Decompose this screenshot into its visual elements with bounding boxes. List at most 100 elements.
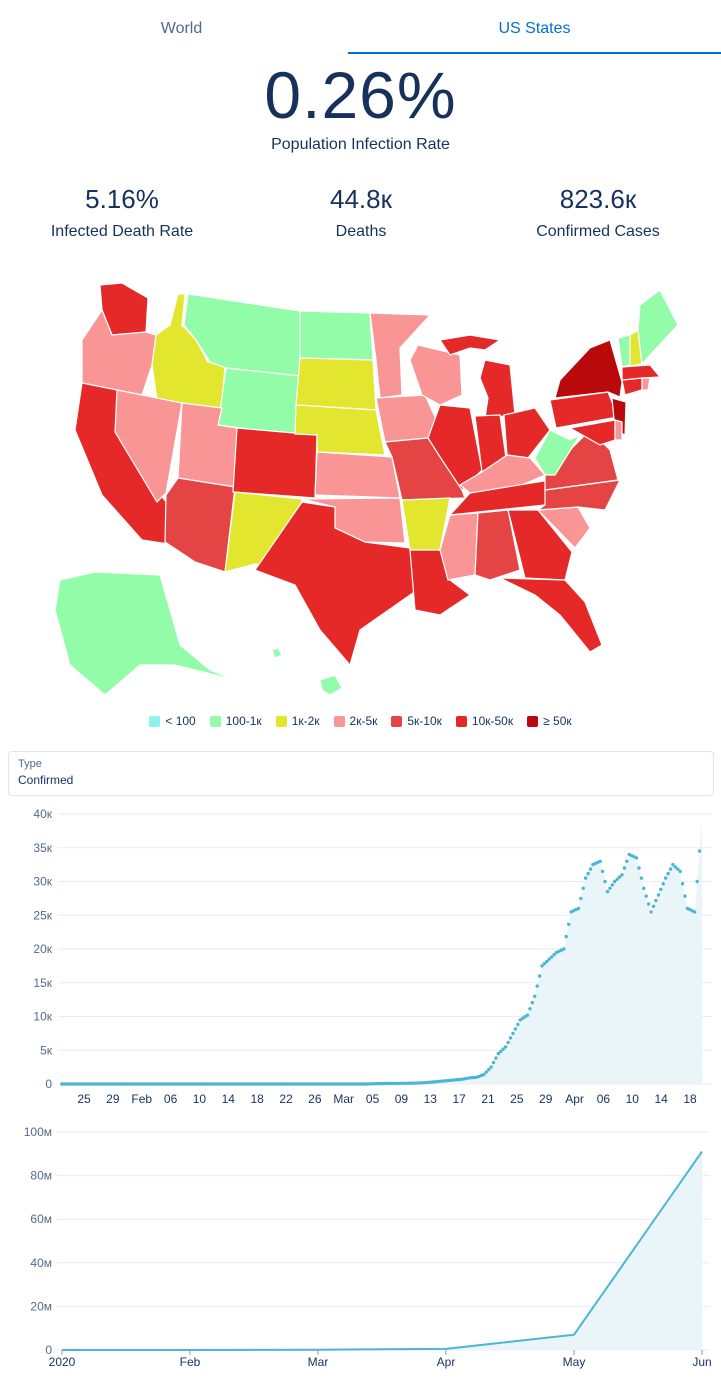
data-point <box>137 1082 142 1086</box>
state-ak[interactable] <box>54 571 236 696</box>
state-az[interactable] <box>164 477 236 573</box>
state-nv[interactable] <box>114 389 183 503</box>
state-me[interactable] <box>637 289 679 366</box>
state-co[interactable] <box>232 427 318 499</box>
legend-item[interactable]: ≥ 50к <box>527 714 572 728</box>
state-nc[interactable] <box>535 479 622 511</box>
data-point <box>375 1081 379 1086</box>
us-states-map[interactable] <box>30 280 690 705</box>
data-point <box>130 1082 134 1086</box>
type-select[interactable]: Type Confirmed <box>8 751 714 796</box>
data-point <box>319 1082 324 1086</box>
y-tick-label: 0 <box>45 1343 52 1357</box>
legend-item[interactable]: 1к-2к <box>275 714 320 728</box>
legend-item[interactable]: 5к-10к <box>391 714 442 728</box>
state-sd[interactable] <box>295 357 377 411</box>
data-point <box>171 1082 176 1086</box>
data-point <box>348 1082 353 1086</box>
legend-item[interactable]: 2к-5к <box>333 714 377 728</box>
data-point <box>625 859 629 863</box>
data-point <box>516 1022 520 1027</box>
state-ri[interactable] <box>641 377 651 391</box>
data-point <box>247 1082 251 1086</box>
data-point <box>390 1081 394 1086</box>
y-tick-label: 60м <box>30 1212 52 1226</box>
legend-swatch <box>275 715 287 727</box>
state-vt[interactable] <box>617 334 631 368</box>
legend-item[interactable]: 10к-50к <box>455 714 513 728</box>
data-point <box>649 910 653 914</box>
data-point <box>617 875 622 879</box>
data-point <box>581 886 585 890</box>
data-point <box>60 1082 64 1086</box>
data-point <box>341 1082 345 1086</box>
legend-item[interactable]: < 100 <box>149 714 196 728</box>
data-point <box>530 1000 534 1005</box>
y-tick-label: 100м <box>24 1125 52 1139</box>
data-point <box>200 1082 205 1086</box>
x-tick-label: 17 <box>452 1092 466 1106</box>
legend-item[interactable]: 100-1к <box>209 714 262 728</box>
series-line <box>62 1151 703 1351</box>
data-point <box>680 882 685 886</box>
data-point <box>508 1036 513 1040</box>
y-tick-label: 40м <box>30 1256 52 1270</box>
data-point <box>639 876 644 880</box>
area-fill <box>62 820 702 1084</box>
data-point <box>234 1082 239 1086</box>
state-hi[interactable] <box>271 647 283 659</box>
state-oh[interactable] <box>503 407 551 459</box>
data-point <box>562 947 566 951</box>
data-point <box>290 1082 294 1086</box>
state-al[interactable] <box>474 509 521 581</box>
state-wv[interactable] <box>534 429 582 476</box>
state-hi-2[interactable] <box>319 674 343 696</box>
state-ks[interactable] <box>314 451 401 499</box>
data-point <box>671 862 675 867</box>
data-point <box>579 896 583 901</box>
state-ct[interactable] <box>621 377 643 396</box>
tab-world[interactable]: World <box>160 20 203 37</box>
x-tick-label: 05 <box>366 1092 380 1106</box>
data-point <box>213 1082 217 1086</box>
data-point <box>133 1082 137 1086</box>
state-tx[interactable] <box>254 501 421 667</box>
state-de[interactable] <box>614 419 623 441</box>
state-ma[interactable] <box>621 364 662 381</box>
data-point <box>506 1040 510 1045</box>
data-point <box>191 1082 195 1086</box>
data-point <box>661 882 665 886</box>
state-il[interactable] <box>427 404 483 491</box>
daily-cases-chart[interactable]: 0 5к 10к 15к 20к 25к 30к 35к 40к 25 29 Feb 06 10 14 18 2… <box>0 800 721 1110</box>
data-point <box>220 1082 224 1086</box>
y-tick-label: 5к <box>40 1043 53 1057</box>
data-point <box>545 959 549 964</box>
data-point <box>312 1082 316 1086</box>
data-point <box>336 1082 341 1086</box>
state-mi-up[interactable] <box>438 334 502 356</box>
cumulative-cases-chart[interactable]: 0 20м 40м 60м 80м 100м 2020 Feb Mar Apr May Jun <box>0 1118 721 1388</box>
data-point <box>103 1082 108 1086</box>
state-nd[interactable] <box>299 310 374 361</box>
state-mi[interactable] <box>479 359 516 419</box>
state-ny[interactable] <box>554 339 623 399</box>
data-point <box>297 1082 302 1086</box>
state-mn[interactable] <box>369 312 432 399</box>
data-point <box>77 1082 81 1086</box>
data-point <box>343 1082 348 1086</box>
data-point <box>118 1082 122 1086</box>
data-point <box>385 1081 389 1086</box>
data-point <box>608 886 612 890</box>
state-ga[interactable] <box>507 509 573 581</box>
state-fl[interactable] <box>499 577 603 653</box>
data-point <box>503 1045 508 1049</box>
data-point <box>377 1081 382 1086</box>
state-ms[interactable] <box>439 512 479 581</box>
data-point <box>668 867 673 871</box>
data-point <box>407 1081 411 1085</box>
tab-us-states[interactable]: US States <box>348 20 721 54</box>
data-point <box>676 867 680 871</box>
x-tick-label: 14 <box>654 1092 668 1106</box>
state-wy[interactable] <box>217 367 301 436</box>
data-point <box>256 1082 261 1086</box>
